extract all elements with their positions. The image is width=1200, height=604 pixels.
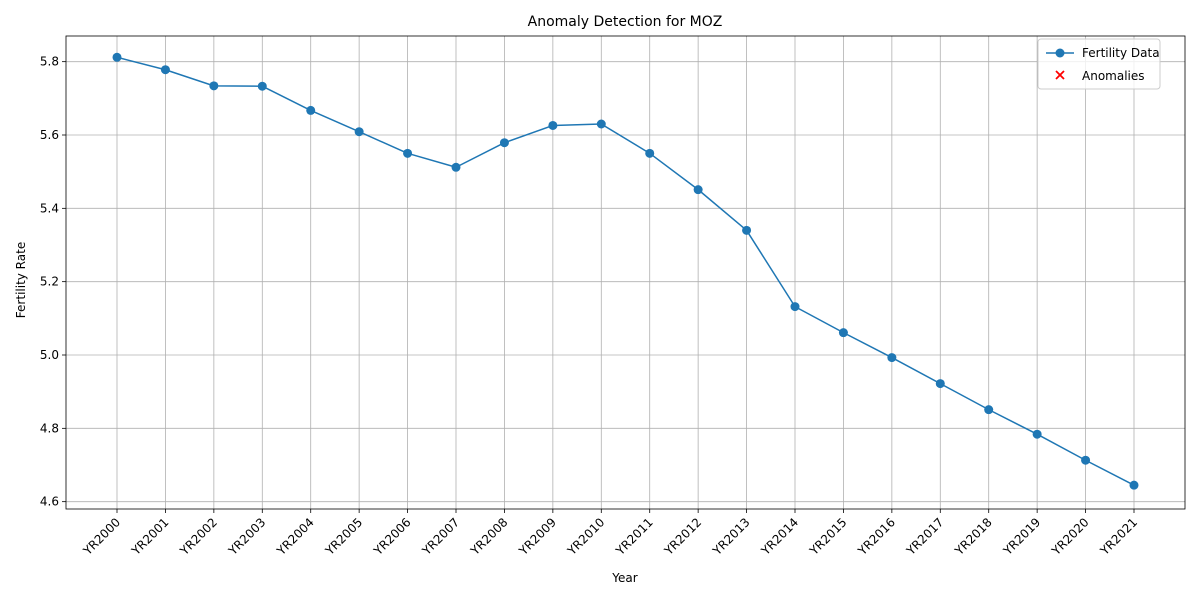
- x-tick-label: YR2007: [419, 515, 462, 558]
- y-tick-label: 5.8: [40, 55, 59, 69]
- chart-title: Anomaly Detection for MOZ: [528, 14, 723, 30]
- fertility-data-point: [693, 185, 703, 195]
- x-tick-label: YR2010: [564, 515, 607, 558]
- y-tick-label: 5.0: [40, 348, 59, 362]
- fertility-data-point: [790, 302, 800, 312]
- x-tick-label: YR2002: [177, 515, 220, 558]
- fertility-data-point: [1081, 455, 1091, 465]
- fertility-data-point: [596, 119, 606, 129]
- x-tick-label: YR2015: [806, 515, 849, 558]
- x-tick-label: YR2016: [855, 515, 898, 558]
- x-tick-label: YR2014: [758, 515, 801, 558]
- y-tick-label: 5.2: [40, 275, 59, 289]
- fertility-data-line: [116, 56, 1135, 486]
- y-tick-label: 4.8: [40, 421, 59, 435]
- x-tick-label: YR2018: [952, 515, 995, 558]
- legend-anomaly-marker: [1055, 70, 1065, 80]
- legend-fertility-label: Fertility Data: [1082, 46, 1160, 60]
- fertility-data-point: [887, 353, 897, 363]
- fertility-data-point: [499, 138, 509, 148]
- fertility-data-point: [935, 379, 945, 389]
- fertility-data-point: [209, 81, 219, 91]
- x-tick-label: YR2017: [903, 515, 946, 558]
- fertility-data-point: [1032, 429, 1042, 439]
- fertility-data-point: [838, 328, 848, 338]
- fertility-data-point: [1129, 480, 1139, 490]
- x-tick-label: YR2001: [128, 515, 171, 558]
- plot-frame: [65, 35, 1186, 510]
- legend: Fertility Data Anomalies: [1037, 38, 1161, 90]
- x-tick-label: YR2011: [613, 515, 656, 558]
- fertility-data-point: [645, 148, 655, 158]
- x-tick-label: YR2012: [661, 515, 704, 558]
- fertility-data-point: [306, 105, 316, 115]
- fertility-data-point: [160, 65, 170, 75]
- grid: [66, 36, 1185, 509]
- x-tick-label: YR2008: [467, 515, 510, 558]
- y-tick-label: 5.4: [40, 201, 59, 215]
- fertility-data-point: [548, 120, 558, 130]
- y-tick-label: 5.6: [40, 128, 59, 142]
- fertility-data-point: [403, 148, 413, 158]
- y-tick-label: 4.6: [40, 495, 59, 509]
- x-tick-label: YR2020: [1048, 515, 1091, 558]
- y-axis-label: Fertility Rate: [14, 242, 28, 318]
- legend-box: [1037, 38, 1161, 90]
- series-layer: [112, 52, 1139, 490]
- fertility-data-point: [984, 405, 994, 415]
- ticks: YR2000 YR2001 YR2002 YR2003 YR2004 YR2005 YR20…: [40, 55, 1140, 559]
- x-tick-label: YR2009: [516, 515, 559, 558]
- legend-anomalies-label: Anomalies: [1082, 69, 1145, 83]
- x-tick-label: YR2004: [274, 515, 317, 558]
- x-tick-label: YR2005: [322, 515, 365, 558]
- x-tick-label: YR2019: [1000, 515, 1043, 558]
- x-tick-label: YR2006: [370, 515, 413, 558]
- fertility-data-point: [257, 81, 267, 91]
- x-tick-label: YR2003: [225, 515, 268, 558]
- fertility-data-point: [112, 52, 122, 62]
- x-tick-label: YR2021: [1097, 515, 1140, 558]
- fertility-data-point: [354, 127, 364, 137]
- fertility-data-point: [451, 162, 461, 172]
- legend-fertility-marker: [1055, 48, 1065, 58]
- x-tick-label: YR2000: [80, 515, 123, 558]
- x-tick-label: YR2013: [709, 515, 752, 558]
- x-axis-label: Year: [611, 571, 637, 585]
- fertility-data-point: [742, 225, 752, 235]
